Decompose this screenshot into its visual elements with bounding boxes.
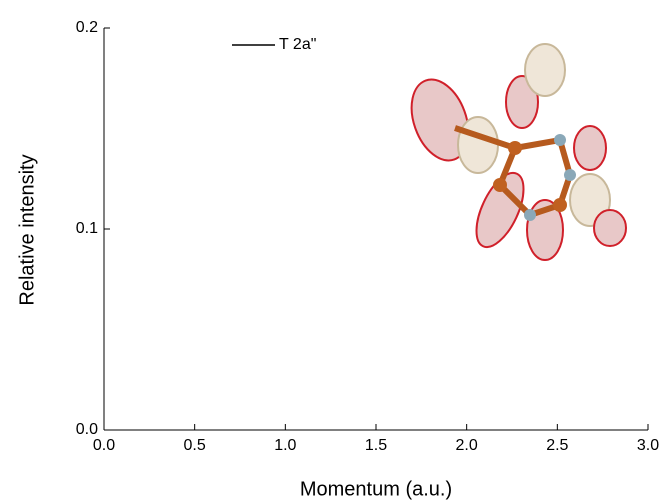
y-tick-label: 0.0 <box>76 421 98 438</box>
x-tick-label: 1.0 <box>274 437 296 454</box>
y-axis-label: Relative intensity <box>16 154 38 305</box>
molecule-illustration <box>410 43 627 261</box>
x-tick-label: 1.5 <box>365 437 387 454</box>
x-tick-label: 3.0 <box>637 437 659 454</box>
x-tick-label: 0.5 <box>184 437 206 454</box>
legend-label: T 2a" <box>279 36 316 53</box>
x-axis-label: Momentum (a.u.) <box>300 478 452 500</box>
y-tick-label: 0.1 <box>76 220 98 237</box>
y-tick-label: 0.2 <box>76 19 98 36</box>
x-tick-label: 2.0 <box>456 437 478 454</box>
x-tick-label: 2.5 <box>546 437 568 454</box>
x-tick-label: 0.0 <box>93 437 115 454</box>
